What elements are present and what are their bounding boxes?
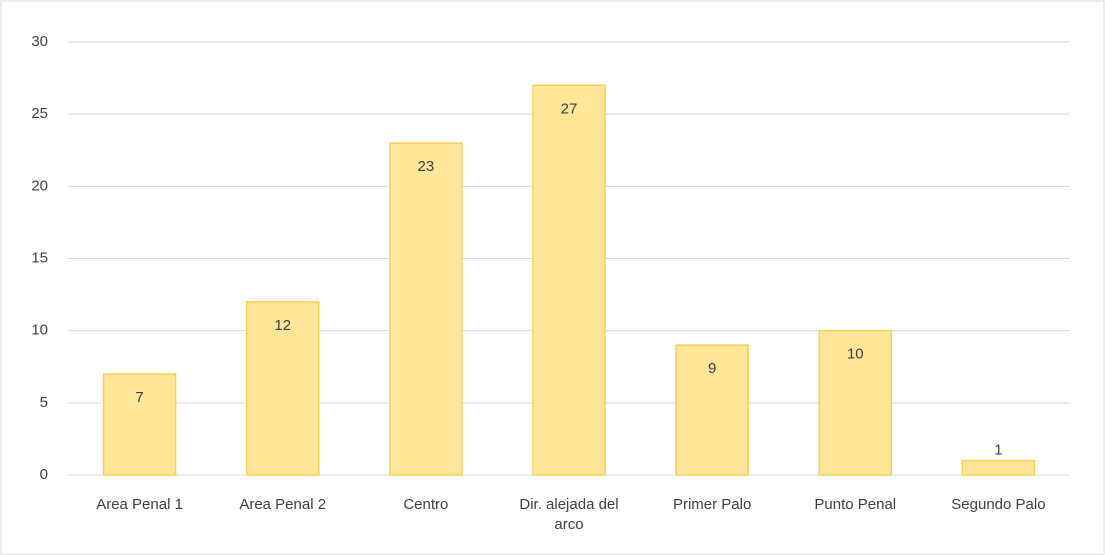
x-tick-label: Dir. alejada del arco xyxy=(519,496,619,533)
bar xyxy=(961,459,1036,476)
data-label: 12 xyxy=(274,317,291,334)
x-tick-label: Area Penal 2 xyxy=(239,496,327,513)
data-label: 7 xyxy=(135,389,143,406)
y-tick-label: 20 xyxy=(31,177,48,194)
y-tick-label: 15 xyxy=(31,249,48,266)
y-tick-label: 0 xyxy=(40,466,48,483)
bar xyxy=(818,329,893,476)
bar xyxy=(102,373,177,476)
bar xyxy=(675,344,749,476)
x-tick-label: Centro xyxy=(403,496,449,513)
data-label: 9 xyxy=(708,360,716,377)
bar xyxy=(532,84,606,476)
data-label: 10 xyxy=(847,346,864,363)
data-label: 1 xyxy=(994,442,1002,459)
y-tick-label: 25 xyxy=(31,105,48,122)
data-label: 23 xyxy=(418,158,435,175)
bar xyxy=(245,301,320,476)
x-tick-label: Area Penal 1 xyxy=(96,496,183,513)
bar xyxy=(389,142,463,476)
data-label: 27 xyxy=(561,100,578,117)
y-tick-label: 10 xyxy=(31,322,48,339)
x-tick-label: Segundo Palo xyxy=(951,496,1046,513)
x-tick-label: Primer Palo xyxy=(672,496,752,513)
y-tick-label: 5 xyxy=(40,394,48,411)
y-tick-label: 30 xyxy=(31,33,48,50)
x-tick-label: Punto Penal xyxy=(814,496,897,513)
